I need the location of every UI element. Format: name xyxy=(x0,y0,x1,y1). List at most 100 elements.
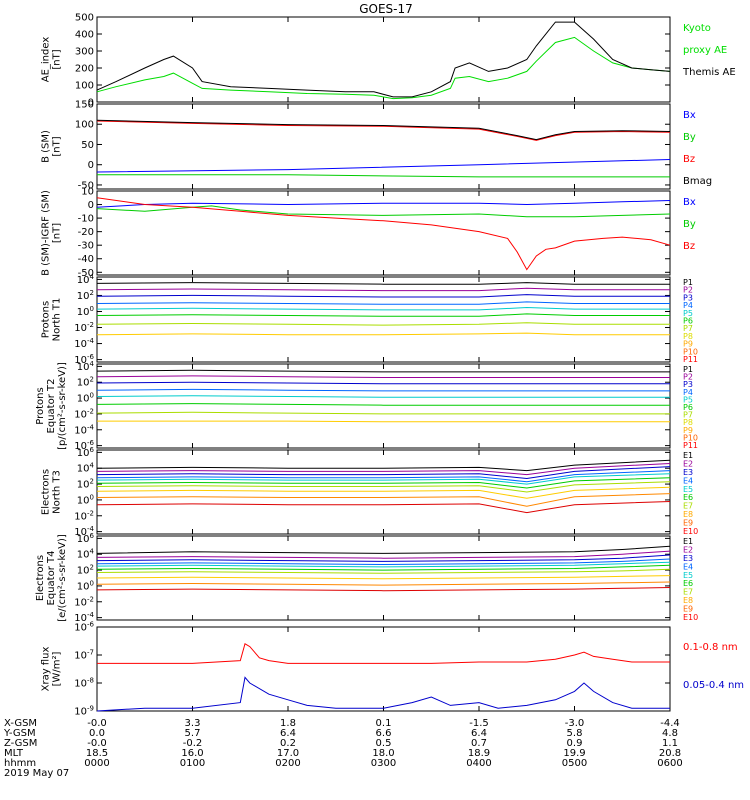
y-axis-label: Electrons xyxy=(41,469,52,515)
ephemeris-value: 0200 xyxy=(275,758,301,769)
y-tick-label: 0 xyxy=(88,200,94,211)
ephemeris-value: 18.0 xyxy=(372,748,395,759)
series-line-p7 xyxy=(96,411,670,415)
series-line-p8 xyxy=(97,420,670,423)
y-tick-label: 10-8 xyxy=(74,677,94,690)
legend-label: P4 xyxy=(683,388,693,397)
panel-3: 10 0 -10 -20 -30 -40 -50 B (SM)-IGRF (SM) [nT] Bx… xyxy=(41,187,696,279)
y-tick-label: 10-7 xyxy=(74,649,94,662)
series-line-p1 xyxy=(96,369,670,373)
legend-label: E4 xyxy=(683,562,693,571)
ephemeris-value: 0500 xyxy=(561,758,588,769)
ephemeris-value: -0.0 xyxy=(87,718,107,729)
y-tick-label: 102 xyxy=(77,564,94,577)
series-line-e7 xyxy=(96,481,671,493)
legend-label: P6 xyxy=(683,317,693,326)
legend-label: E1 xyxy=(683,537,693,546)
y-axis-label: [p/(cm²-s-sr-keV)] xyxy=(57,362,68,450)
y-axis-label: B (SM) xyxy=(41,130,52,163)
legend-label: P8 xyxy=(683,332,693,341)
series-line-p4 xyxy=(96,301,670,305)
series-line-e1 xyxy=(96,545,671,554)
legend-label: Bx xyxy=(683,197,696,208)
ephemeris-value: 6.4 xyxy=(471,728,487,739)
y-tick-label: 500 xyxy=(75,13,94,24)
y-tick-label: 100 xyxy=(77,493,94,506)
series-line-e5 xyxy=(96,561,671,568)
series-line-bx xyxy=(96,159,671,173)
series-line-p7 xyxy=(96,322,670,326)
series-line-bx xyxy=(96,200,671,208)
ephemeris-value: 0.9 xyxy=(566,738,583,749)
y-tick-label: -10 xyxy=(78,214,94,225)
legend-label: P4 xyxy=(683,301,693,310)
ephemeris-value: 19.9 xyxy=(563,748,586,759)
y-axis-label: [W/m²] xyxy=(52,651,63,686)
series-line-e8 xyxy=(96,575,671,580)
legend-label: E3 xyxy=(683,554,693,563)
series-line-p5 xyxy=(96,395,670,398)
y-tick-label: 10-2 xyxy=(74,595,94,608)
ephemeris-value: 18.5 xyxy=(85,748,109,759)
series-line-p8 xyxy=(96,332,670,336)
y-axis-label: Protons xyxy=(41,301,52,338)
legend-label: E5 xyxy=(683,571,693,580)
y-tick-label: 300 xyxy=(75,47,94,58)
series-line-p3 xyxy=(96,381,670,385)
ephemeris-value: -3.0 xyxy=(564,718,585,729)
legend-label: E10 xyxy=(683,613,698,622)
series-line-e5 xyxy=(96,473,671,485)
legend-label: Themis AE xyxy=(682,67,736,78)
ephemeris-value: 16.0 xyxy=(181,748,204,759)
series-line-p2 xyxy=(96,287,670,292)
y-axis-label: North T1 xyxy=(52,298,63,342)
legend-label: E4 xyxy=(683,476,693,485)
panel-5: 104 102 100 10-2 10-4 10-6 Protons Equator T2 [p… xyxy=(35,360,698,452)
y-tick-label: 10-6 xyxy=(74,439,94,452)
y-tick-label: 50 xyxy=(81,140,94,151)
ephemeris-value: -4.4 xyxy=(660,718,680,729)
legend-label: E2 xyxy=(683,545,693,554)
legend-label: 0.1-0.8 nm xyxy=(683,642,738,653)
series-line-p6 xyxy=(96,313,670,317)
y-tick-label: 100 xyxy=(75,81,94,92)
y-tick-label: 100 xyxy=(75,120,94,131)
legend-label: 0.05-0.4 nm xyxy=(683,680,744,691)
y-tick-label: -50 xyxy=(78,180,94,191)
legend-label: P2 xyxy=(683,286,693,295)
legend-label: E7 xyxy=(683,588,693,597)
ephemeris-label: X-GSM xyxy=(4,718,38,729)
series-line-e6 xyxy=(96,564,671,571)
y-tick-label: 100 xyxy=(77,579,94,592)
ephemeris-value: -0.0 xyxy=(87,738,107,749)
panel-frame xyxy=(96,535,671,621)
y-tick-label: 10 xyxy=(81,187,94,198)
y-tick-label: 10-4 xyxy=(74,337,94,350)
legend-label: E1 xyxy=(683,451,693,460)
ephemeris-value: 0.1 xyxy=(375,718,392,729)
series-line-p3 xyxy=(96,294,670,298)
ephemeris-value: 0300 xyxy=(370,758,397,769)
series-line-p6 xyxy=(96,403,670,406)
y-tick-label: 10-2 xyxy=(74,407,94,420)
y-tick-label: 106 xyxy=(77,446,95,459)
ephemeris-value: -1.5 xyxy=(469,718,489,729)
series-line-by xyxy=(96,205,671,218)
y-tick-label: 100 xyxy=(77,305,94,318)
series-line-e6 xyxy=(96,477,671,489)
ephemeris-label: Y-GSM xyxy=(4,728,36,739)
series-line-0-1-0-8-nm xyxy=(97,643,670,664)
y-tick-label: 102 xyxy=(77,376,94,389)
panel-frame xyxy=(96,363,671,449)
y-tick-label: 0 xyxy=(88,160,94,171)
ephemeris-value: -0.2 xyxy=(182,738,203,749)
series-line-e10 xyxy=(96,587,671,592)
series-line-e2 xyxy=(96,463,671,476)
y-axis-label: Equator T2 xyxy=(46,379,57,434)
panel-7: 106 104 102 100 10-2 10-4 Electrons Equator T4[… xyxy=(35,532,698,624)
y-axis-label: [nT] xyxy=(52,136,63,156)
y-tick-label: 102 xyxy=(77,289,94,302)
y-tick-label: 10-4 xyxy=(74,423,94,436)
